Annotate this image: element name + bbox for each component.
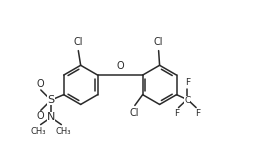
Text: O: O — [116, 61, 124, 71]
Text: O: O — [36, 79, 44, 89]
Text: CH₃: CH₃ — [56, 127, 72, 136]
Text: F: F — [175, 109, 180, 118]
Text: F: F — [185, 78, 190, 87]
Text: CH₃: CH₃ — [30, 127, 46, 136]
Text: C: C — [184, 96, 190, 105]
Text: Cl: Cl — [73, 37, 83, 47]
Text: S: S — [47, 95, 55, 105]
Text: Cl: Cl — [154, 37, 163, 47]
Text: O: O — [36, 111, 44, 121]
Text: F: F — [195, 109, 200, 118]
Text: N: N — [47, 112, 55, 122]
Text: Cl: Cl — [129, 108, 139, 118]
